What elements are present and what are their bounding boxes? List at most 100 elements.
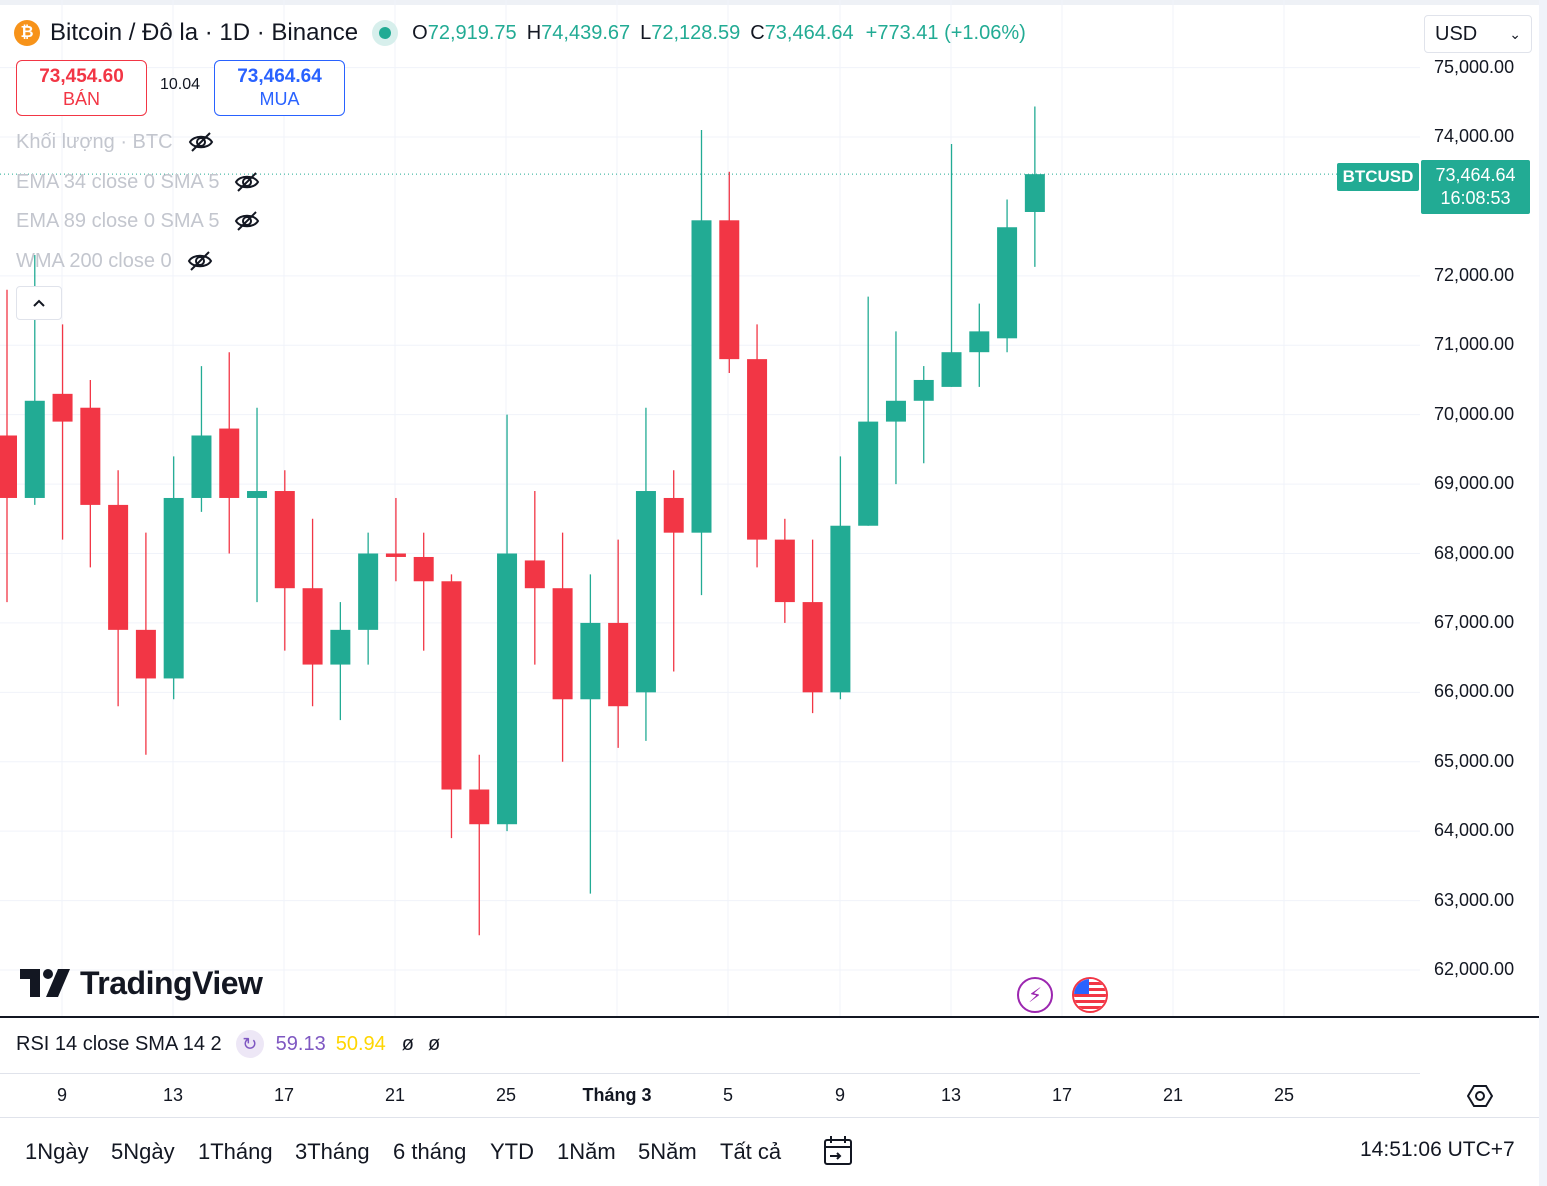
bar-countdown: 16:08:53	[1440, 188, 1511, 208]
chevron-down-icon: ⌄	[1509, 25, 1521, 42]
price-axis-label: 64,000.00	[1434, 820, 1515, 841]
symbol-title[interactable]: Bitcoin / Đô la · 1D · Binance	[50, 19, 359, 46]
sell-button[interactable]: 73,454.60 BÁN	[16, 60, 147, 116]
candle-body	[802, 602, 823, 693]
brand-name: TradingView	[80, 964, 263, 1001]
range-1m-button[interactable]: 1Tháng	[198, 1139, 273, 1164]
indicator-label: EMA 34 close 0 SMA 5	[16, 170, 220, 193]
us-flag-icon	[1074, 979, 1106, 1011]
range-6m-button[interactable]: 6 tháng	[393, 1139, 467, 1164]
spread-value: 10.04	[160, 76, 201, 93]
price-axis-label: 63,000.00	[1434, 889, 1515, 910]
last-price-tag: 73,464.64 16:08:53	[1421, 160, 1530, 214]
eye-hidden-icon[interactable]	[187, 128, 215, 156]
candle-body	[469, 789, 490, 825]
candle-body	[302, 588, 323, 665]
range-ytd-button[interactable]: YTD	[490, 1139, 534, 1164]
candle-body	[330, 629, 351, 665]
time-label: 5	[722, 1085, 734, 1105]
time-label: 25	[495, 1085, 517, 1105]
time-label: 13	[940, 1085, 962, 1105]
settings-icon	[1467, 1085, 1493, 1107]
tradingview-logo[interactable]: TradingView	[20, 964, 263, 1002]
high-key: H	[526, 21, 542, 44]
eye-hidden-icon[interactable]	[186, 247, 214, 275]
candle-body	[580, 622, 601, 700]
candle-body	[24, 400, 45, 498]
rsi-legend[interactable]: RSI 14 close SMA 14 2 ↻ 59.13 50.94 ø ø	[16, 1030, 454, 1058]
candle-body	[108, 504, 129, 630]
candle-body	[747, 359, 768, 540]
chevron-up-icon	[33, 299, 45, 307]
last-price: 73,464.64	[1435, 165, 1516, 185]
candle-body	[691, 220, 712, 533]
price-chart[interactable]	[0, 0, 1539, 1016]
timezone-clock[interactable]: 14:51:06 UTC+7	[1360, 1138, 1515, 1161]
price-axis-label: 65,000.00	[1434, 750, 1515, 771]
tradingview-logo-icon	[20, 969, 70, 997]
currency-value: USD	[1435, 22, 1478, 45]
candle-body	[913, 379, 934, 401]
date-range-button[interactable]	[820, 1134, 856, 1170]
indicator-ema-34[interactable]: EMA 34 close 0 SMA 5	[16, 168, 261, 196]
candle-body	[358, 553, 379, 630]
range-3m-button[interactable]: 3Tháng	[295, 1139, 370, 1164]
low-key: L	[640, 21, 652, 44]
time-axis-border	[0, 1073, 1420, 1074]
range-1d-button[interactable]: 1Ngày	[25, 1139, 89, 1164]
price-axis-label: 71,000.00	[1434, 334, 1515, 355]
candle-body	[830, 525, 851, 693]
time-axis[interactable]	[0, 1074, 1539, 1118]
market-status-icon[interactable]	[372, 20, 399, 46]
right-border	[1539, 0, 1547, 1186]
time-label: 17	[1051, 1085, 1073, 1105]
buy-button[interactable]: 73,464.64 MUA	[214, 60, 345, 116]
close-key: C	[750, 21, 765, 44]
candle-body	[1024, 174, 1045, 212]
price-axis-label: 75,000.00	[1434, 56, 1515, 77]
collapse-legend-button[interactable]	[16, 286, 62, 320]
sell-label: BÁN	[62, 89, 100, 109]
time-label: 13	[162, 1085, 184, 1105]
candle-body	[247, 491, 268, 498]
open-value: 72,919.75	[427, 21, 517, 44]
candle-body	[385, 553, 406, 557]
range-all-button[interactable]: Tất cả	[720, 1139, 782, 1164]
price-axis-label: 69,000.00	[1434, 473, 1515, 494]
buy-label: MUA	[259, 89, 300, 109]
candle-body	[719, 220, 740, 360]
time-label: 21	[384, 1085, 406, 1105]
indicator-volume[interactable]: Khối lượng · BTC	[16, 128, 215, 156]
candle-body	[497, 553, 518, 825]
time-label: 9	[56, 1085, 68, 1105]
low-value: 72,128.59	[651, 21, 741, 44]
price-axis-label: 67,000.00	[1434, 611, 1515, 632]
candle-body	[885, 400, 906, 422]
eye-hidden-icon[interactable]	[233, 168, 261, 196]
range-5d-button[interactable]: 5Ngày	[111, 1139, 175, 1164]
eye-hidden-icon[interactable]	[233, 207, 261, 235]
candle-body	[997, 227, 1018, 339]
range-5y-button[interactable]: 5Năm	[638, 1139, 697, 1164]
pane-divider[interactable]	[0, 1016, 1539, 1018]
price-axis-label: 74,000.00	[1434, 126, 1515, 146]
refresh-icon[interactable]: ↻	[235, 1030, 264, 1058]
candle-body	[191, 435, 212, 498]
currency-select[interactable]: USD ⌄	[1424, 15, 1532, 53]
price-axis-label: 70,000.00	[1434, 403, 1515, 424]
us-flag-event-icon[interactable]	[1072, 977, 1108, 1013]
candle-body	[219, 428, 240, 498]
indicator-ema-89[interactable]: EMA 89 close 0 SMA 5	[16, 207, 261, 235]
candle-body	[524, 560, 545, 589]
chart-settings-button[interactable]	[1466, 1082, 1494, 1110]
symbol-legend: ₿ Bitcoin / Đô la · 1D · Binance O 72,91…	[14, 17, 1026, 49]
lightning-event-icon[interactable]: ⚡	[1017, 977, 1053, 1013]
change-value: +773.41 (+1.06%)	[865, 21, 1026, 44]
range-1y-button[interactable]: 1Năm	[557, 1139, 616, 1164]
indicator-wma-200[interactable]: WMA 200 close 0	[16, 247, 214, 275]
time-label-month: Tháng 3	[582, 1085, 652, 1105]
price-axis-label: 66,000.00	[1434, 681, 1515, 702]
price-axis-label: 62,000.00	[1434, 959, 1515, 979]
high-value: 74,439.67	[541, 21, 631, 44]
candle-body	[858, 421, 879, 526]
